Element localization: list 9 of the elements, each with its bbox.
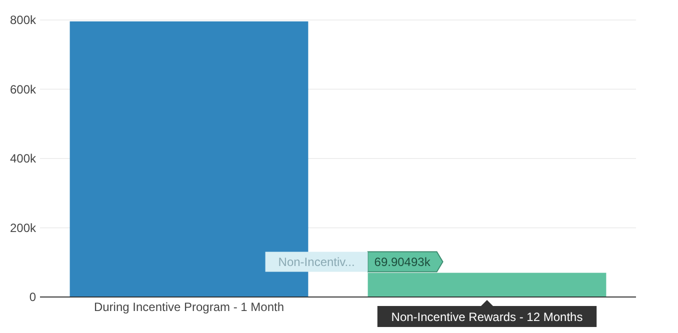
- y-tick-label: 0: [29, 290, 36, 304]
- data-label: 69.90493k: [374, 254, 432, 269]
- x-tick-label: During Incentive Program - 1 Month: [94, 300, 284, 314]
- y-tick-label: 800k: [10, 13, 37, 28]
- y-tick-label: 600k: [10, 82, 37, 96]
- annotation: Non-Incentiv...: [278, 254, 355, 269]
- x-tick-label: Non-Incentive Rewards - 12 Months: [391, 310, 583, 324]
- y-tick-label: 200k: [10, 220, 37, 235]
- y-tick-label: 400k: [10, 152, 37, 166]
